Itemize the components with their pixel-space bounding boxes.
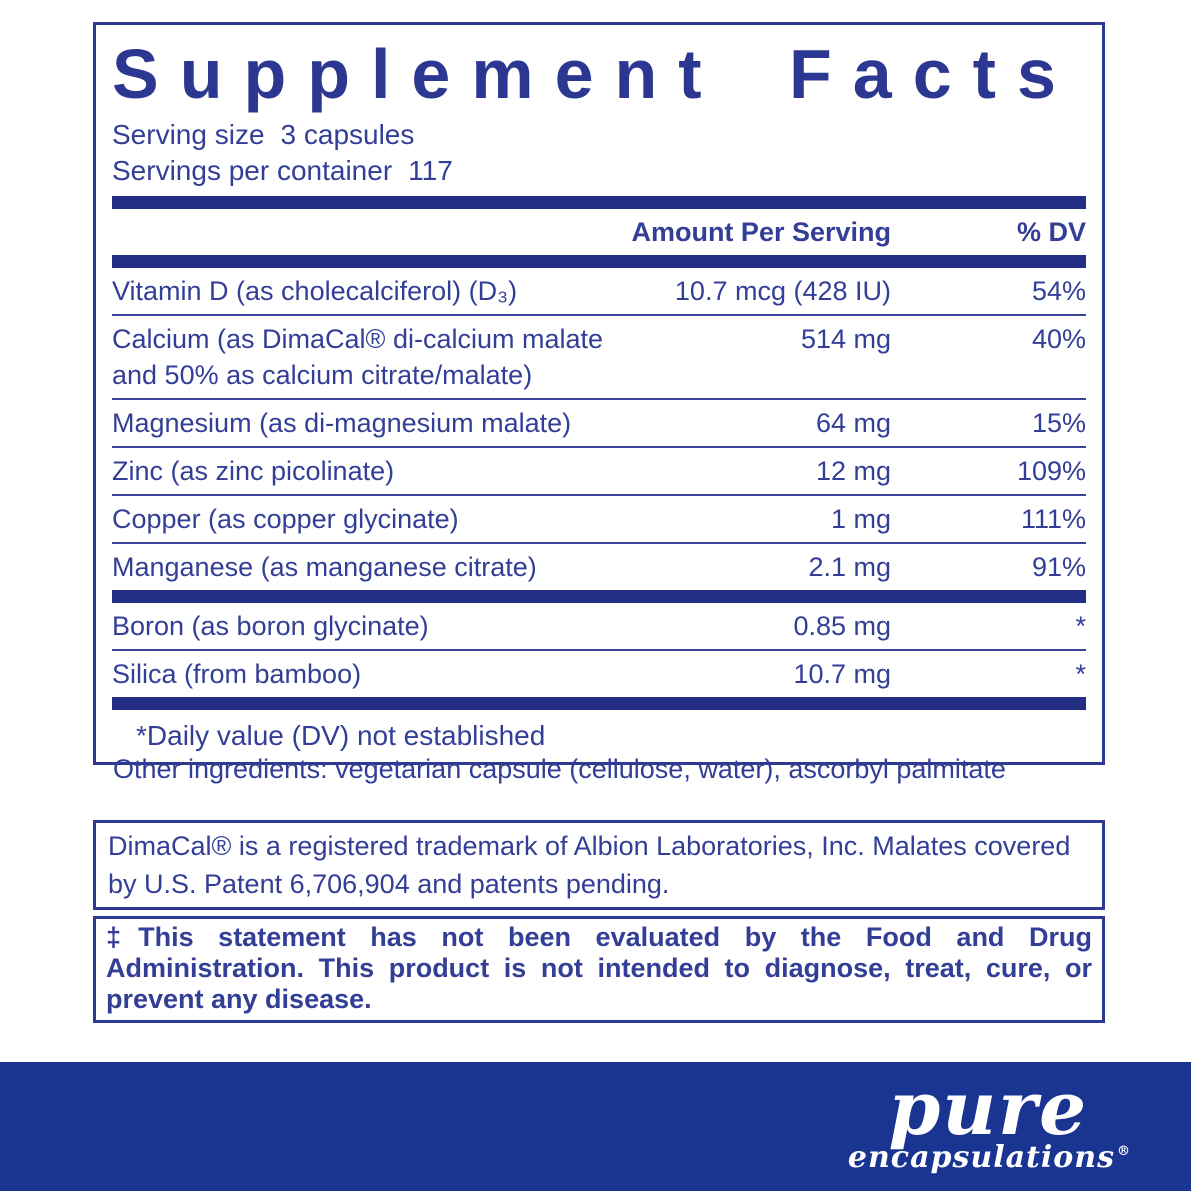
header-amount-per-serving: Amount Per Serving <box>631 217 891 247</box>
supplement-facts-panel: Supplement Facts Serving size 3 capsules … <box>93 22 1105 765</box>
ingredient-name: Boron (as boron glycinate) <box>112 611 429 641</box>
servings-per-container-line: Servings per container 117 <box>112 153 1086 189</box>
ingredient-amount: 12 mg <box>815 456 891 486</box>
table-row-copper: Copper (as copper glycinate) 1 mg 111% <box>112 496 1086 542</box>
divider-thick-bar <box>112 590 1086 603</box>
divider-thin-rule <box>112 398 1086 400</box>
ingredient-dv: 109% <box>1016 456 1086 486</box>
ingredient-amount: 10.7 mg <box>793 659 891 689</box>
divider-thin-rule <box>112 649 1086 651</box>
ingredient-name: Silica (from bamboo) <box>112 659 362 689</box>
table-row-magnesium: Magnesium (as di-magnesium malate) 64 mg… <box>112 400 1086 446</box>
pure-encapsulations-logo: pure encapsulations ® <box>847 1066 1131 1180</box>
ingredient-dv: 15% <box>1031 408 1086 438</box>
ingredient-amount: 10.7 mcg (428 IU) <box>674 276 891 306</box>
table-row-manganese: Manganese (as manganese citrate) 2.1 mg … <box>112 544 1086 590</box>
daily-value-footnote: *Daily value (DV) not established <box>136 720 546 751</box>
table-row-vitamin-d: Vitamin D (as cholecalciferol) (D₃) 10.7… <box>112 268 1086 314</box>
servings-per-container-value: 117 <box>408 155 453 186</box>
ingredient-amount: 2.1 mg <box>808 552 891 582</box>
serving-size-value: 3 capsules <box>280 119 415 150</box>
table-header-row: Amount Per Serving % DV <box>112 209 1086 255</box>
ingredient-dv: 91% <box>1031 552 1086 582</box>
serving-size-label: Serving size <box>112 119 265 150</box>
panel-title: Supplement Facts <box>112 35 1077 113</box>
ingredient-dv: 111% <box>1020 504 1086 534</box>
ingredient-name: Manganese (as manganese citrate) <box>112 552 537 582</box>
divider-thin-rule <box>112 314 1086 316</box>
ingredient-name: Magnesium (as di-magnesium malate) <box>112 408 572 438</box>
trademark-note-box: DimaCal® is a registered trademark of Al… <box>93 820 1105 910</box>
table-row-calcium: Calcium (as DimaCal® di-calcium malate a… <box>112 316 1086 398</box>
header-percent-dv: % DV <box>1016 217 1086 247</box>
divider-thin-rule <box>112 542 1086 544</box>
serving-size-line: Serving size 3 capsules <box>112 117 1086 153</box>
logo-wordmark-pure: pure <box>888 1066 1089 1152</box>
ingredient-name: Copper (as copper glycinate) <box>112 504 459 534</box>
ingredient-dv: * <box>1075 659 1086 689</box>
table-row-zinc: Zinc (as zinc picolinate) 12 mg 109% <box>112 448 1086 494</box>
ingredient-name: Zinc (as zinc picolinate) <box>112 456 395 486</box>
ingredient-amount: 64 mg <box>815 408 891 438</box>
divider-thin-rule <box>112 446 1086 448</box>
ingredient-amount: 514 mg <box>800 324 891 354</box>
ingredient-name: Calcium (as DimaCal® di-calcium malate a… <box>112 324 604 390</box>
ingredient-name: Vitamin D (as cholecalciferol) (D₃) <box>112 276 518 306</box>
logo-wordmark-encapsulations-text: encapsulations <box>847 1140 1115 1175</box>
divider-thick-bar <box>112 255 1086 268</box>
brand-footer-band: pure encapsulations ® <box>0 1062 1191 1191</box>
logo-wordmark-encapsulations: encapsulations ® <box>847 1140 1131 1180</box>
servings-per-container-label: Servings per container <box>112 155 393 186</box>
divider-thin-rule <box>112 494 1086 496</box>
divider-thick-bar <box>112 196 1086 209</box>
ingredient-dv: * <box>1075 611 1086 641</box>
table-row-boron: Boron (as boron glycinate) 0.85 mg * <box>112 603 1086 649</box>
other-ingredients-text: Other ingredients: vegetarian capsule (c… <box>113 754 1006 784</box>
ingredient-amount: 0.85 mg <box>793 611 891 641</box>
table-row-silica: Silica (from bamboo) 10.7 mg * <box>112 651 1086 697</box>
registered-trademark-icon: ® <box>1117 1144 1131 1159</box>
ingredient-amount: 1 mg <box>830 504 891 534</box>
divider-thick-bar <box>112 697 1086 710</box>
ingredient-dv: 54% <box>1031 276 1086 306</box>
ingredient-dv: 40% <box>1031 324 1086 354</box>
fda-disclaimer-box: ‡This statement has not been evaluated b… <box>93 916 1105 1023</box>
